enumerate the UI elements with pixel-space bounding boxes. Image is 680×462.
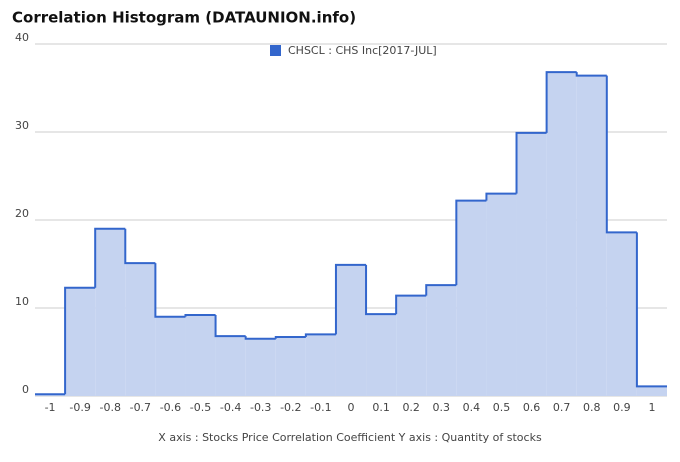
x-tick-label: -0.6 [160, 401, 181, 414]
x-tick-label: 1 [648, 401, 655, 414]
x-tick-label: -1 [45, 401, 56, 414]
step-outline [274, 336, 306, 339]
x-tick-label: -0.7 [130, 401, 151, 414]
axis-label: X axis : Stocks Price Correlation Coeffi… [158, 431, 542, 444]
x-tick-label: -0.5 [190, 401, 211, 414]
step-outline [334, 263, 367, 335]
step-outline [545, 71, 577, 133]
step-outline [94, 227, 126, 288]
bar [245, 338, 276, 396]
bar [95, 228, 126, 396]
y-tick-label: 0 [22, 383, 29, 396]
bar [486, 193, 517, 396]
x-tick-label: 0.3 [433, 401, 451, 414]
bar [305, 334, 336, 396]
x-tick-label: -0.8 [100, 401, 121, 414]
step-outline [244, 336, 276, 340]
step-outline [635, 232, 667, 388]
legend-label: CHSCL : CHS Inc[2017-JUL] [288, 44, 437, 57]
step-outline [425, 284, 457, 296]
y-tick-label: 10 [15, 295, 29, 308]
x-tick-label: 0.7 [553, 401, 571, 414]
y-tick-label: 30 [15, 119, 29, 132]
x-tick-label: 0.8 [583, 401, 601, 414]
step-outline [605, 75, 637, 234]
bar [366, 314, 397, 396]
step-outline [124, 228, 156, 265]
step-outline [455, 199, 487, 286]
x-tick-label: -0.9 [69, 401, 90, 414]
y-tick-label: 40 [15, 31, 29, 44]
step-outline [184, 314, 216, 317]
step-outline [214, 315, 246, 338]
bar [155, 316, 186, 396]
legend-swatch [270, 45, 281, 56]
bar [396, 295, 427, 396]
step-outline [154, 263, 186, 318]
bar [636, 386, 667, 396]
x-tick-label: 0 [348, 401, 355, 414]
x-tick-label: 0.6 [523, 401, 541, 414]
bar [125, 263, 156, 396]
step-outline [64, 286, 96, 395]
bar [516, 132, 547, 396]
x-tick-label: -0.4 [220, 401, 241, 414]
step-outline [395, 294, 427, 315]
bar [185, 315, 216, 396]
x-tick-label: -0.3 [250, 401, 271, 414]
step-outline [515, 131, 547, 194]
bar [215, 336, 246, 396]
bar [456, 200, 487, 396]
chart-title: Correlation Histogram (DATAUNION.info) [12, 9, 356, 27]
bar [576, 75, 607, 397]
step-outline [365, 264, 397, 316]
x-tick-label: 0.9 [613, 401, 631, 414]
x-tick-label: 0.4 [463, 401, 481, 414]
x-tick-label: 0.5 [493, 401, 511, 414]
step-outline [575, 72, 607, 77]
step-outline [304, 333, 336, 338]
bar [275, 337, 306, 396]
bar [606, 232, 637, 396]
bar [546, 72, 577, 396]
x-tick-label: 0.1 [372, 401, 390, 414]
bar [335, 264, 367, 396]
bar [65, 287, 96, 396]
x-tick-label: -0.1 [310, 401, 331, 414]
y-tick-label: 20 [15, 207, 29, 220]
x-tick-label: -0.2 [280, 401, 301, 414]
x-tick-label: 0.2 [402, 401, 420, 414]
bar [426, 285, 457, 396]
step-outline [485, 192, 517, 201]
